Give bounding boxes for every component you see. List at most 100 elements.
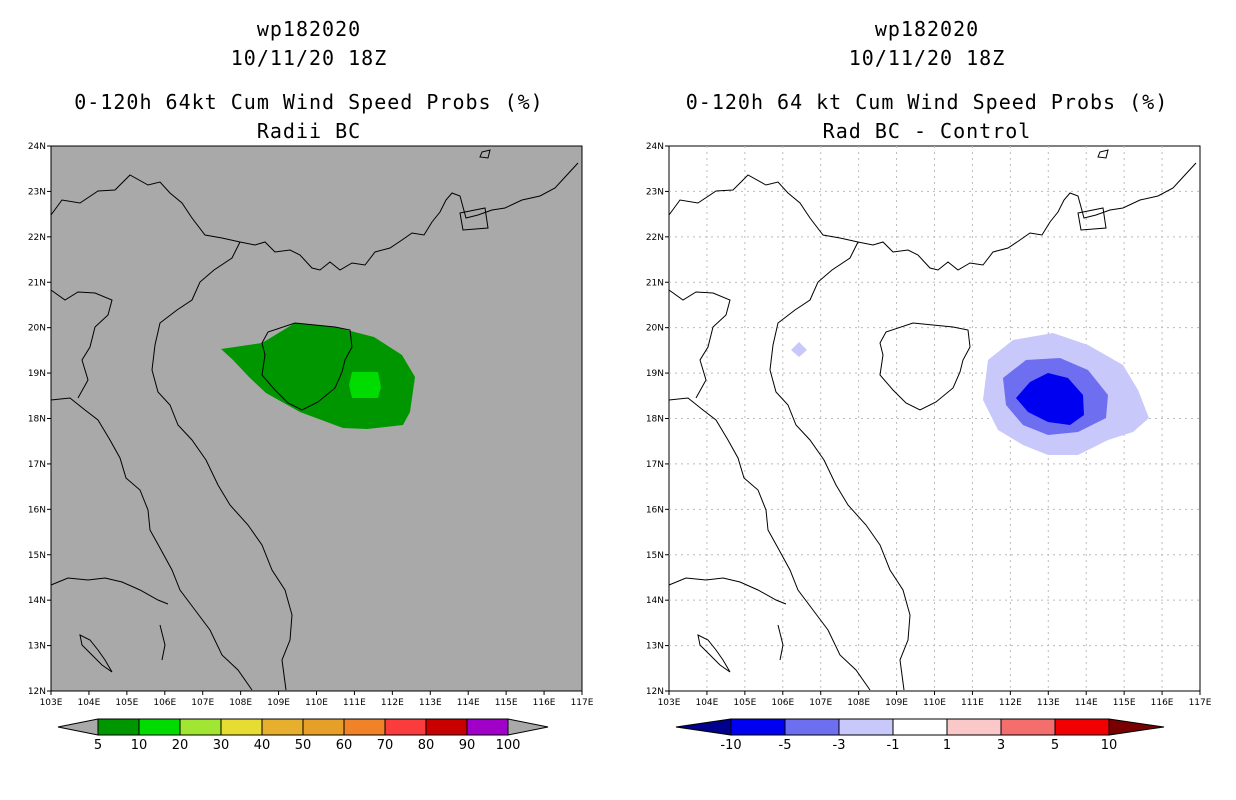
y-tick-label: 15N xyxy=(28,551,46,561)
colorbar-label: 60 xyxy=(336,738,353,753)
x-tick-label: 107E xyxy=(191,698,214,708)
y-tick-label: 17N xyxy=(646,460,664,470)
colorbar-swatch xyxy=(302,718,345,736)
y-tick-label: 13N xyxy=(646,642,664,652)
left-x-axis: 103E 104E 105E 106E 107E 108E 109E 110E 111E 112E… xyxy=(40,691,594,708)
left-map-background xyxy=(50,145,583,692)
colorbar-label: 90 xyxy=(459,738,476,753)
right-diff-minus5-contour xyxy=(1016,373,1084,425)
y-tick-label: 12N xyxy=(646,687,664,697)
colorbar-label: 30 xyxy=(213,738,230,753)
y-tick-label: 18N xyxy=(646,415,664,425)
right-map-panel: wp182020 10/11/20 18Z 0-120h 64 kt Cum W… xyxy=(618,0,1236,800)
colorbar-right-arrow xyxy=(507,718,549,736)
x-tick-label: 109E xyxy=(267,698,290,708)
y-tick-label: 13N xyxy=(28,642,46,652)
left-subtitle: Radii BC xyxy=(256,119,362,143)
x-tick-label: 111E xyxy=(961,698,984,708)
colorbar-swatch xyxy=(1054,718,1110,736)
left-map-panel: wp182020 10/11/20 18Z 0-120h 64kt Cum Wi… xyxy=(28,17,594,753)
colorbar-swatch xyxy=(892,718,948,736)
right-product-title: 0-120h 64 kt Cum Wind Speed Probs (%) xyxy=(685,90,1169,114)
right-coastline xyxy=(668,149,1197,691)
x-tick-label: 103E xyxy=(40,698,63,708)
right-subtitle: Rad BC - Control xyxy=(822,119,1032,143)
x-tick-label: 117E xyxy=(571,698,594,708)
x-tick-label: 108E xyxy=(847,698,870,708)
left-map-svg: 103E 104E 105E 106E 107E 108E 109E 110E 111E 112E… xyxy=(28,142,594,753)
colorbar-label: 5 xyxy=(94,738,102,753)
y-tick-label: 22N xyxy=(646,233,664,243)
y-tick-label: 18N xyxy=(28,415,46,425)
colorbar-label: 1 xyxy=(943,738,951,753)
y-tick-label: 14N xyxy=(28,596,46,606)
colorbar-swatch xyxy=(384,718,427,736)
x-tick-label: 105E xyxy=(115,698,138,708)
right-diff-minus1-small xyxy=(791,342,807,357)
right-storm-id: wp182020 xyxy=(874,17,980,41)
x-tick-label: 116E xyxy=(1151,698,1174,708)
colorbar-swatch xyxy=(179,718,222,736)
y-tick-label: 24N xyxy=(646,142,664,152)
y-tick-label: 15N xyxy=(646,551,664,561)
left-prob-10-contour xyxy=(349,372,381,398)
x-tick-label: 108E xyxy=(229,698,252,708)
colorbar-swatch xyxy=(343,718,386,736)
x-tick-label: 104E xyxy=(77,698,100,708)
colorbar-label: 70 xyxy=(377,738,394,753)
x-tick-label: 107E xyxy=(809,698,832,708)
colorbar-swatch xyxy=(730,718,786,736)
colorbar-label: 5 xyxy=(1051,738,1059,753)
x-tick-label: 106E xyxy=(153,698,176,708)
y-tick-label: 23N xyxy=(28,187,46,197)
right-y-axis: 12N 13N 14N 15N 16N 17N 18N 19N 20N 21N 22N 23N 24N xyxy=(646,142,669,697)
colorbar-left-arrow xyxy=(57,718,99,736)
right-date: 10/11/20 18Z xyxy=(848,46,1006,70)
x-tick-label: 104E xyxy=(695,698,718,708)
colorbar-swatch xyxy=(784,718,840,736)
colorbar-right-arrow xyxy=(1108,718,1165,736)
y-tick-label: 22N xyxy=(28,233,46,243)
x-tick-label: 115E xyxy=(495,698,518,708)
x-tick-label: 111E xyxy=(343,698,366,708)
x-tick-label: 117E xyxy=(1189,698,1212,708)
x-tick-label: 116E xyxy=(533,698,556,708)
colorbar-label: -5 xyxy=(779,738,792,753)
x-tick-label: 103E xyxy=(658,698,681,708)
colorbar-label: -3 xyxy=(833,738,846,753)
x-tick-label: 112E xyxy=(999,698,1022,708)
colorbar-label: 20 xyxy=(172,738,189,753)
x-tick-label: 114E xyxy=(457,698,480,708)
x-tick-label: 113E xyxy=(1037,698,1060,708)
x-tick-label: 114E xyxy=(1075,698,1098,708)
y-tick-label: 12N xyxy=(28,687,46,697)
colorbar-swatch xyxy=(466,718,509,736)
left-date: 10/11/20 18Z xyxy=(230,46,388,70)
x-tick-label: 105E xyxy=(733,698,756,708)
colorbar-label: 100 xyxy=(496,738,521,753)
colorbar-swatch xyxy=(838,718,894,736)
y-tick-label: 19N xyxy=(28,369,46,379)
colorbar-swatch xyxy=(425,718,468,736)
colorbar-label: -1 xyxy=(887,738,900,753)
y-tick-label: 16N xyxy=(646,505,664,515)
x-tick-label: 112E xyxy=(381,698,404,708)
colorbar-swatch xyxy=(261,718,304,736)
left-coastline xyxy=(50,149,579,691)
colorbar-label: -10 xyxy=(720,738,741,753)
y-tick-label: 24N xyxy=(28,142,46,152)
right-map-svg: 103E 104E 105E 106E 107E 108E 109E 110E 111E 112E… xyxy=(646,142,1212,753)
colorbar-label: 40 xyxy=(254,738,271,753)
x-tick-label: 110E xyxy=(305,698,328,708)
x-tick-label: 106E xyxy=(771,698,794,708)
left-prob-5-contour xyxy=(221,323,415,429)
left-colorbar: 5 10 20 30 40 50 60 70 80 90 100 xyxy=(57,718,549,753)
y-tick-label: 21N xyxy=(28,278,46,288)
colorbar-swatch xyxy=(946,718,1002,736)
x-tick-label: 110E xyxy=(923,698,946,708)
x-tick-label: 109E xyxy=(885,698,908,708)
y-tick-label: 19N xyxy=(646,369,664,379)
left-storm-id: wp182020 xyxy=(256,17,362,41)
right-gridlines xyxy=(669,146,1200,691)
colorbar-left-arrow xyxy=(675,718,732,736)
